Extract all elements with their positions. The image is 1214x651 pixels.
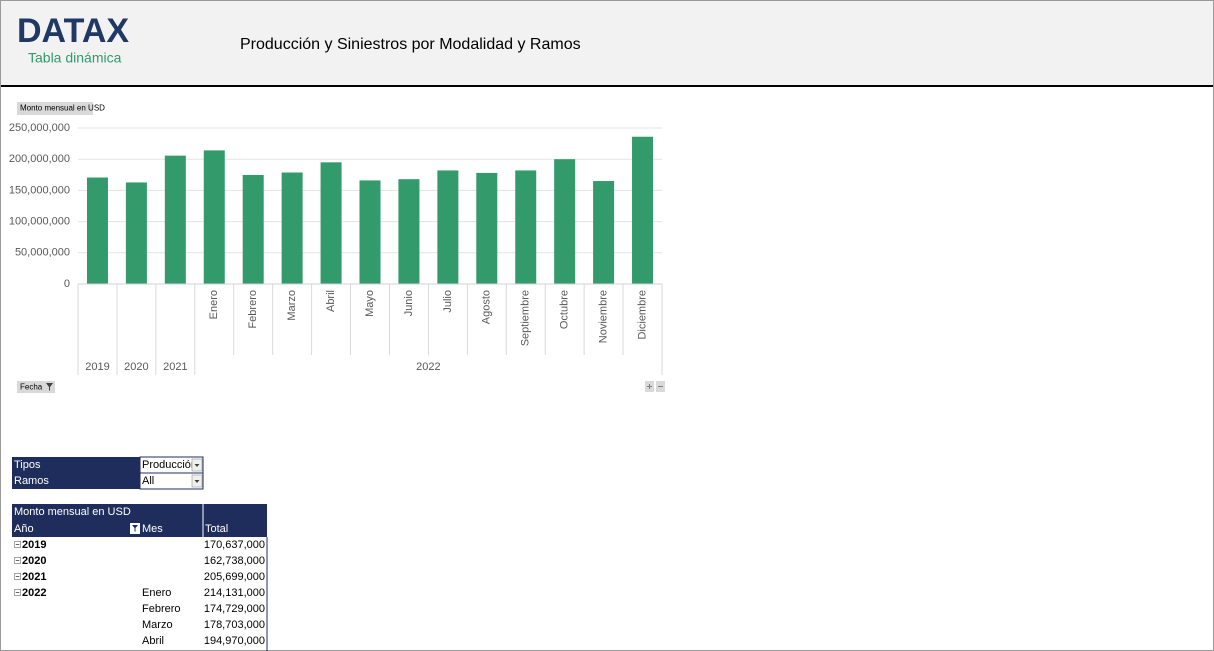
filter-label: Ramos [14,475,49,487]
logo-subtitle: Tabla dinámica [28,50,122,66]
filter-label-cell [12,457,140,473]
y-tick-label: 100,000,000 [9,216,70,228]
total-cell: 174,729,000 [204,603,265,615]
x-tick-label: Julio [442,290,454,313]
axis-field-button[interactable] [17,381,55,393]
y-tick-label: 0 [64,278,70,290]
column-filter-icon [132,525,138,532]
y-tick-label: 150,000,000 [9,184,70,196]
total-cell: 178,703,000 [204,619,265,631]
group-label: 2019 [85,361,109,373]
month-cell: Enero [142,587,171,599]
bar [476,172,498,284]
filter-label-cell [12,473,140,489]
year-cell: 2021 [22,571,46,583]
bar [632,136,654,284]
group-label: 2021 [163,361,187,373]
x-tick-label: Abril [325,290,337,312]
filter-value: Producción [142,459,197,471]
bar [242,174,264,284]
bar [281,172,303,284]
column-header: Total [205,523,228,535]
year-cell: 2019 [22,539,46,551]
table-title: Monto mensual en USD [14,506,131,518]
x-tick-label: Diciembre [636,290,648,340]
bar [359,180,381,284]
bar [86,177,108,284]
month-cell: Marzo [142,619,173,631]
filter-value-cell [139,472,204,490]
bar [593,181,615,284]
value-field-label: Monto mensual en USD [20,104,105,113]
total-cell: 205,699,000 [204,571,265,583]
month-cell: Febrero [142,603,181,615]
y-tick-label: 200,000,000 [9,153,70,165]
bar [203,150,225,284]
y-tick-label: 250,000,000 [9,122,70,134]
x-tick-label: Mayo [364,290,376,317]
group-label: 2020 [124,361,148,373]
column-header: Año [14,523,34,535]
filter-icon [46,383,53,391]
bar [515,170,537,284]
year-cell: 2022 [22,587,46,599]
dropdown-arrow [194,480,200,483]
x-tick-label: Enero [208,290,220,319]
bar [554,159,576,284]
bar [398,179,420,284]
bar [437,170,459,284]
header-band [0,0,1214,86]
total-cell: 194,970,000 [204,635,265,647]
value-field-button[interactable] [17,102,93,115]
y-tick-label: 50,000,000 [15,247,70,259]
x-tick-label: Noviembre [598,290,610,343]
filter-value: All [142,475,154,487]
dropdown-arrow [194,464,200,467]
logo: DATAX [17,12,129,50]
expand-icon [647,384,652,389]
bar [125,182,147,284]
filter-label: Tipos [14,459,41,471]
x-tick-label: Junio [403,290,415,316]
total-cell: 162,738,000 [204,555,265,567]
x-tick-label: Octubre [559,290,571,329]
bar [164,155,186,284]
total-cell: 170,637,000 [204,539,265,551]
year-cell: 2020 [22,555,46,567]
x-tick-label: Agosto [481,290,493,324]
x-tick-label: Marzo [286,290,298,321]
month-cell: Abril [142,635,164,647]
total-cell: 214,131,000 [204,587,265,599]
x-tick-label: Septiembre [520,290,532,346]
page-title: Producción y Siniestros por Modalidad y … [240,36,581,53]
group-label: 2022 [416,361,440,373]
axis-field-label: Fecha [20,383,43,392]
bar [320,162,342,284]
column-header: Mes [142,523,163,535]
x-tick-label: Febrero [247,290,259,329]
